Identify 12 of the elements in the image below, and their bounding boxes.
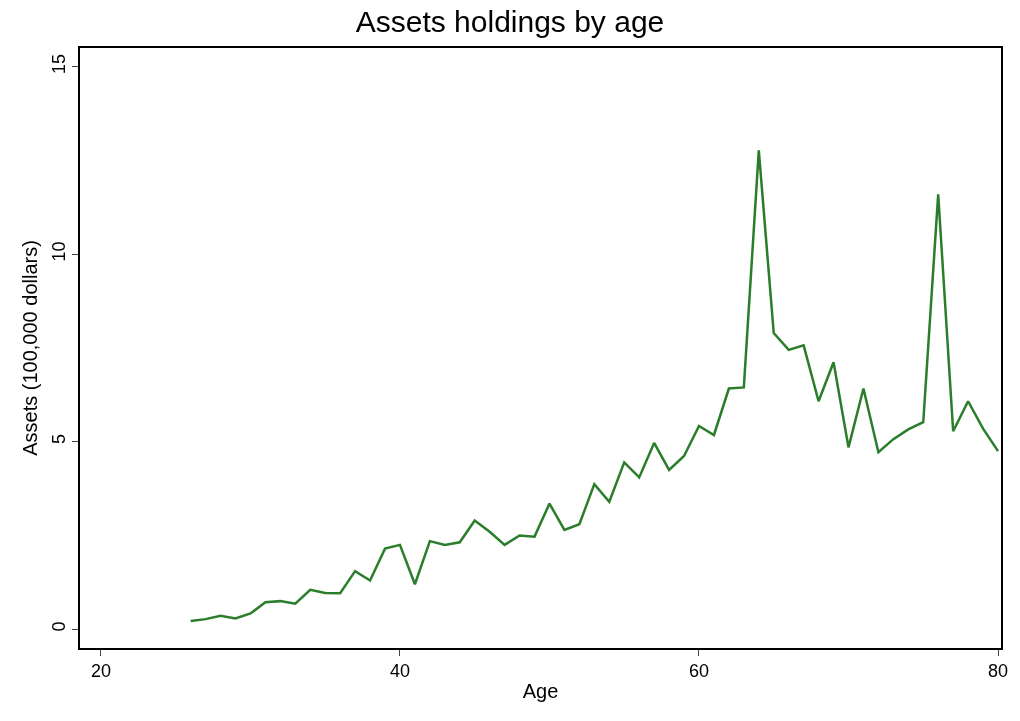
y-tick-label: 15 — [49, 54, 70, 75]
y-tick-label: 0 — [49, 621, 70, 632]
x-axis-title: Age — [522, 680, 559, 703]
y-tick-label: 5 — [49, 434, 70, 445]
x-tick-label: 40 — [389, 661, 410, 682]
chart-title: Assets holdings by age — [355, 4, 665, 38]
x-tick-label: 80 — [987, 661, 1009, 682]
x-tick-label: 20 — [90, 661, 111, 682]
line-series — [189, 149, 1000, 623]
y-tick-label: 10 — [49, 241, 70, 262]
y-axis-title: Assets (100,000 dollars) — [19, 240, 42, 456]
x-tick-label: 60 — [688, 661, 709, 682]
